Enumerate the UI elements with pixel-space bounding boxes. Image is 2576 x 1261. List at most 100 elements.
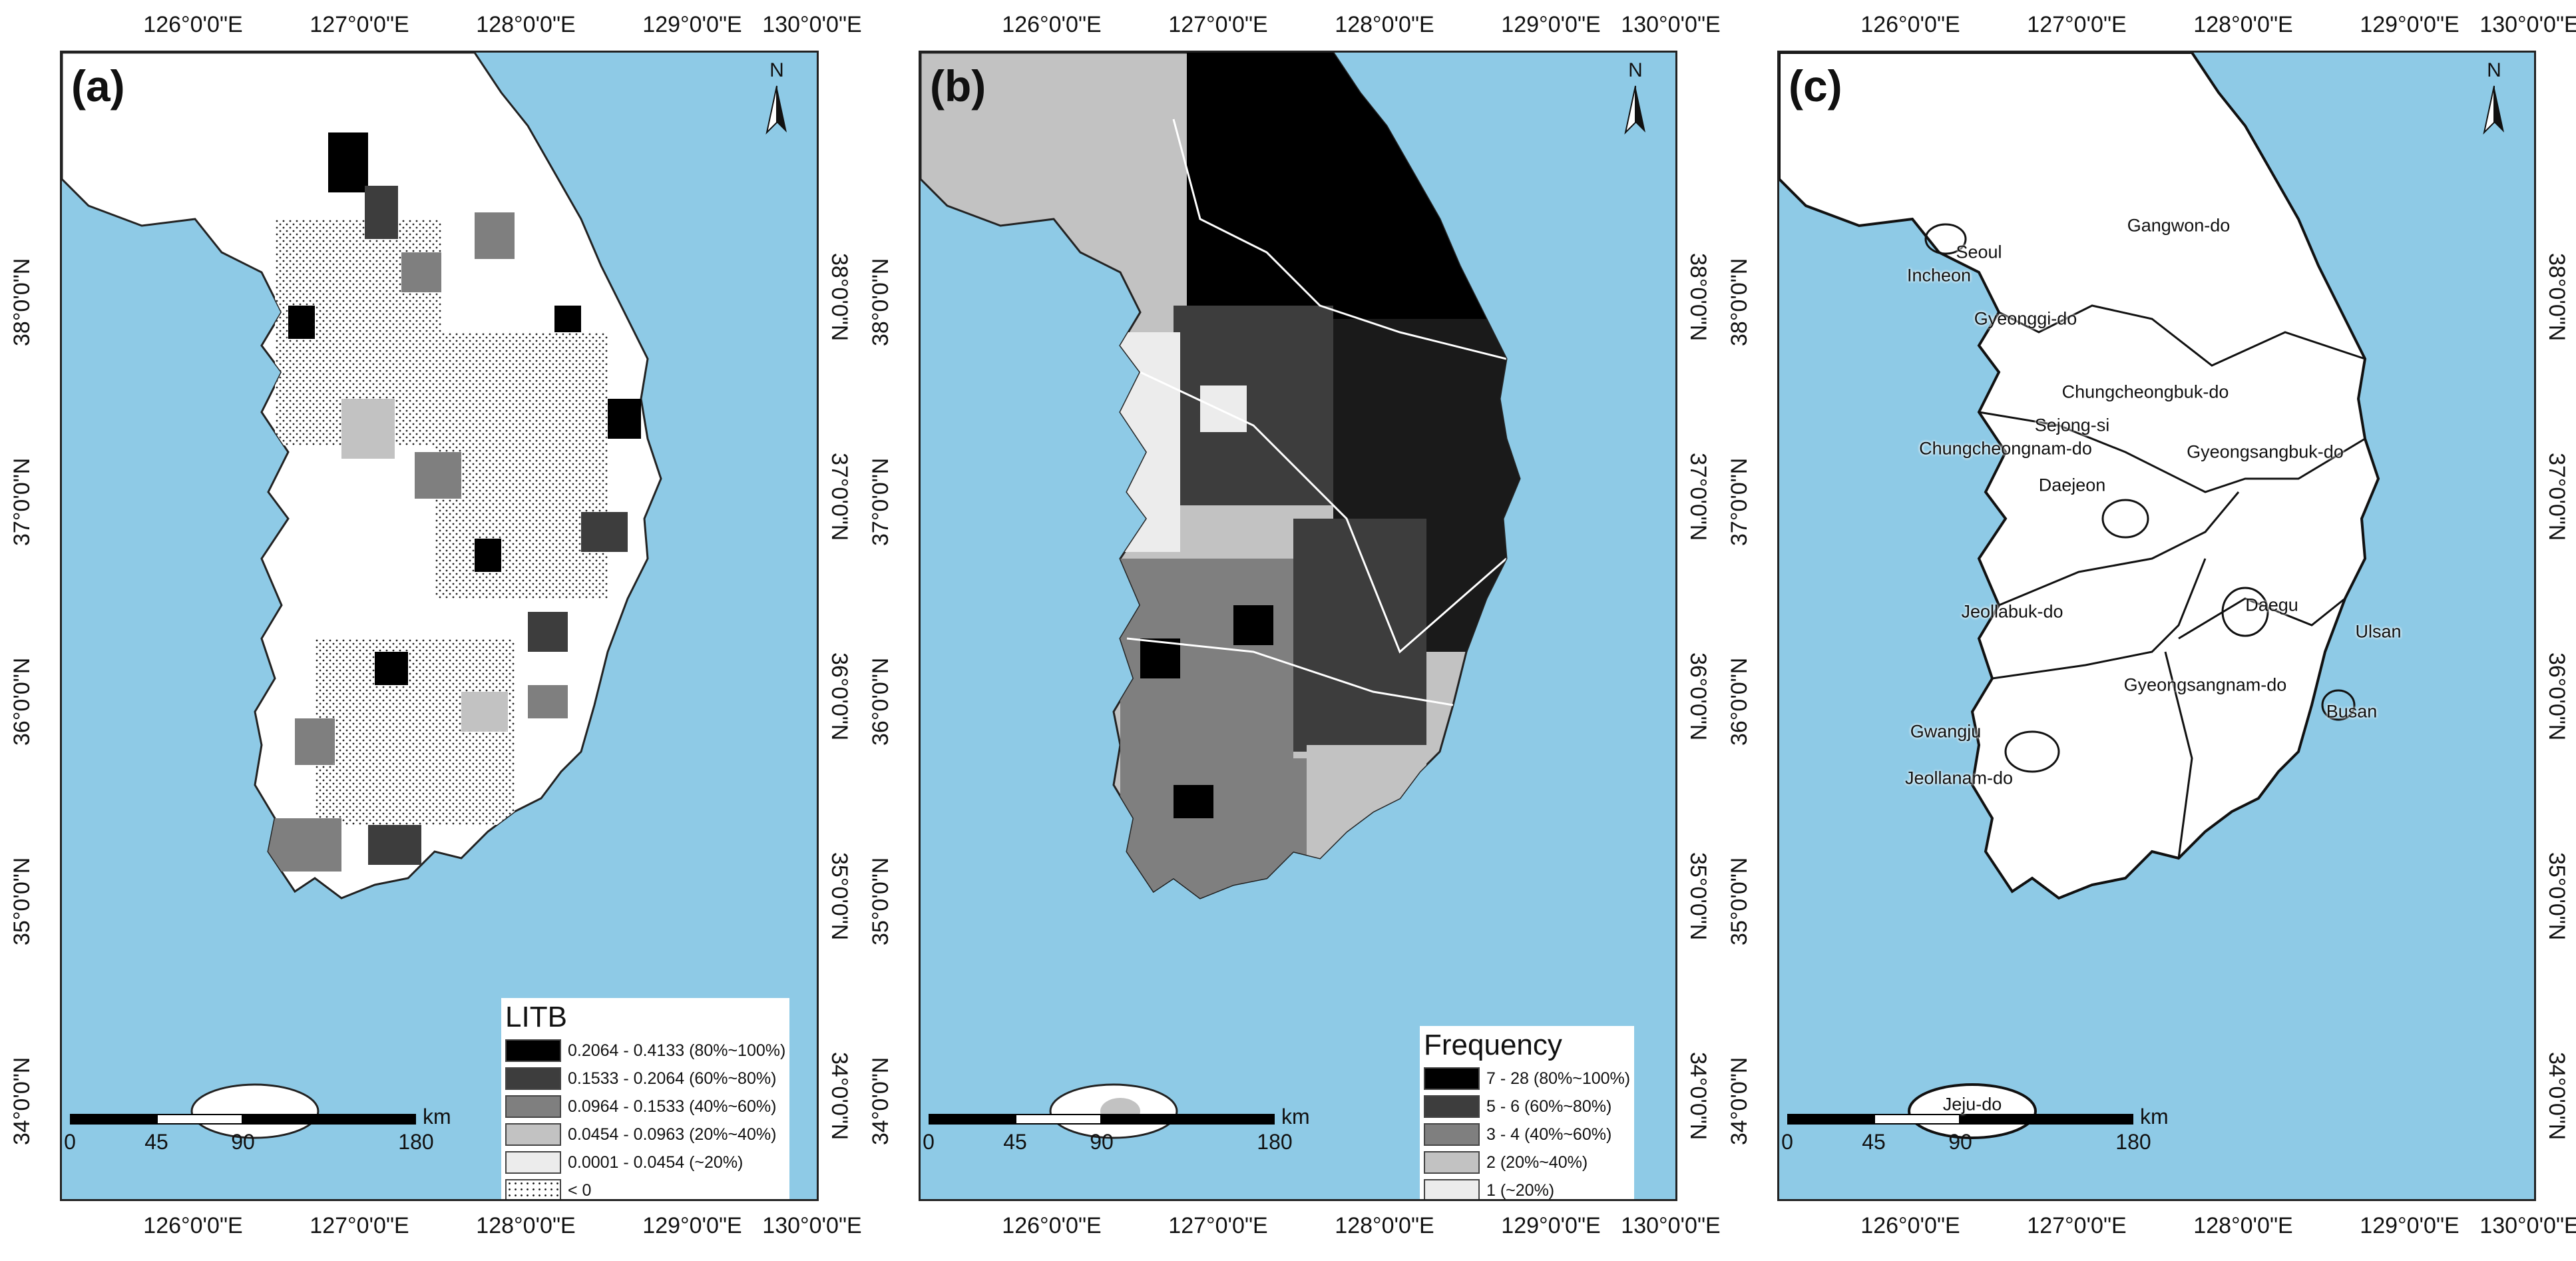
legend-swatch [505, 1067, 561, 1090]
jeju-island [190, 1083, 320, 1139]
scale-num: 180 [2115, 1130, 2151, 1154]
lon-tick-label: 127°0'0"E [1168, 1213, 1268, 1238]
region-label-incheon: Incheon [1906, 265, 1972, 286]
scale-num: 0 [1781, 1130, 1793, 1154]
region-label-gyeonggi: Gyeonggi-do [1974, 308, 2077, 329]
region-label-jeonnam: Jeollanam-do [1904, 768, 2014, 788]
scale-num: 45 [144, 1130, 168, 1154]
legend-a: LITB 0.2064 - 0.4133 (80%~100%) 0.1533 -… [501, 998, 790, 1199]
legend-label: 0.1533 - 0.2064 (60%~80%) [568, 1069, 777, 1088]
lon-tick-label: 127°0'0"E [310, 1213, 409, 1238]
north-label: N [769, 59, 784, 81]
panel-label-a: (a) [71, 61, 125, 111]
jeju-island [1908, 1083, 2037, 1139]
lon-tick-label: 127°0'0"E [2027, 1213, 2127, 1238]
lat-tick-label: 37°0'0"N [827, 453, 852, 541]
scale-unit: km [2140, 1105, 2169, 1129]
lon-tick-label: 127°0'0"E [1168, 12, 1268, 37]
legend-label: 0.0964 - 0.1533 (40%~60%) [568, 1097, 777, 1116]
lat-tick-label: 35°0'0"N [827, 852, 852, 941]
lat-tick-label: 38°0'0"N [827, 253, 852, 342]
legend-item: 1 (~20%) [1424, 1176, 1630, 1200]
scale-unit: km [423, 1105, 451, 1129]
scale-bar-a: km 0 45 90 180 [64, 1105, 451, 1160]
lat-tick-label: 35°0'0"N [1727, 857, 1752, 945]
lon-tick-label: 130°0'0"E [762, 1213, 862, 1238]
scale-num: 90 [1090, 1130, 1114, 1154]
lat-tick-label: 36°0'0"N [9, 657, 35, 746]
lat-tick-label: 34°0'0"N [868, 1057, 893, 1145]
lat-tick-label: 38°0'0"N [2544, 253, 2569, 342]
region-label-chungnam: Chungcheongnam-do [1919, 438, 2092, 459]
choropleth-a [222, 132, 641, 872]
legend-label: 0.2064 - 0.4133 (80%~100%) [568, 1041, 786, 1060]
lon-tick-label: 130°0'0"E [1621, 12, 1721, 37]
legend-b: Frequency 7 - 28 (80%~100%) 5 - 6 (60%~8… [1420, 1026, 1635, 1200]
legend-label: 7 - 28 (80%~100%) [1486, 1069, 1631, 1088]
panel-b: (b) N km 0 45 90 180 Frequency 7 - 28 (8… [859, 0, 1717, 1261]
map-frame-a: (a) N km 0 45 90 180 LITB 0.2064 - 0.413… [60, 51, 819, 1201]
lat-tick-label: 36°0'0"N [1727, 657, 1752, 746]
scale-num: 180 [398, 1130, 434, 1154]
lat-tick-label: 34°0'0"N [9, 1057, 35, 1145]
lon-tick-label: 129°0'0"E [642, 12, 742, 37]
panel-a: (a) N km 0 45 90 180 LITB 0.2064 - 0.413… [0, 0, 859, 1261]
scale-bar-c: km 0 45 90 180 [1781, 1105, 2169, 1160]
legend-item: 5 - 6 (60%~80%) [1424, 1093, 1630, 1121]
map-canvas-c [1779, 53, 2380, 1139]
legend-swatch [505, 1179, 561, 1199]
region-label-ulsan: Ulsan [2355, 621, 2402, 642]
lat-tick-label: 38°0'0"N [868, 258, 893, 346]
lat-tick-label: 37°0'0"N [2544, 453, 2569, 541]
lat-tick-label: 36°0'0"N [1685, 652, 1711, 741]
map-frame-b: (b) N km 0 45 90 180 Frequency 7 - 28 (8… [919, 51, 1677, 1201]
lat-tick-label: 37°0'0"N [868, 457, 893, 546]
panel-label-b: (b) [930, 61, 986, 111]
scale-num: 45 [1003, 1130, 1027, 1154]
lon-tick-label: 128°0'0"E [2193, 12, 2293, 37]
legend-swatch [505, 1039, 561, 1062]
region-label-gwangju: Gwangju [1910, 721, 1982, 742]
legend-swatch [1424, 1179, 1480, 1199]
lat-tick-label: 35°0'0"N [868, 857, 893, 945]
lon-tick-label: 126°0'0"E [1860, 1213, 1960, 1238]
legend-label: 1 (~20%) [1486, 1180, 1555, 1200]
legend-item: 0.0001 - 0.0454 (~20%) [505, 1148, 785, 1176]
legend-item: 2 (20%~40%) [1424, 1148, 1630, 1176]
scale-unit: km [1281, 1105, 1310, 1129]
scale-num: 0 [64, 1130, 76, 1154]
legend-swatch [1424, 1095, 1480, 1118]
lon-tick-label: 129°0'0"E [1501, 1213, 1601, 1238]
legend-swatch [1424, 1123, 1480, 1146]
legend-item: < 0 [505, 1176, 785, 1199]
legend-swatch [505, 1151, 561, 1174]
lon-tick-label: 128°0'0"E [1335, 12, 1434, 37]
scale-num: 45 [1862, 1130, 1886, 1154]
north-arrow-icon: N [757, 59, 797, 146]
region-label-gangwon: Gangwon-do [2127, 215, 2231, 236]
region-label-gyeongbuk: Gyeongsangbuk-do [2187, 441, 2344, 462]
lat-tick-label: 36°0'0"N [868, 657, 893, 746]
panel-c: (c) N km 0 45 90 180 Gangwon-do Seoul In… [1717, 0, 2576, 1261]
region-label-daejeon: Daejeon [2038, 475, 2106, 495]
lon-tick-label: 129°0'0"E [2360, 1213, 2460, 1238]
lon-tick-label: 126°0'0"E [143, 1213, 243, 1238]
province-boundaries [1924, 223, 2366, 859]
lat-tick-label: 36°0'0"N [827, 652, 852, 741]
lat-tick-label: 37°0'0"N [1685, 453, 1711, 541]
lon-tick-label: 130°0'0"E [2479, 12, 2576, 37]
legend-item: 0.2064 - 0.4133 (80%~100%) [505, 1037, 785, 1065]
region-label-gyeongnam: Gyeongsangnam-do [2123, 674, 2287, 695]
region-label-chungbuk: Chungcheongbuk-do [2061, 381, 2229, 402]
lon-tick-label: 130°0'0"E [762, 12, 862, 37]
legend-swatch [1424, 1067, 1480, 1090]
lat-tick-label: 37°0'0"N [1727, 457, 1752, 546]
lat-tick-label: 38°0'0"N [1727, 258, 1752, 346]
scale-num: 180 [1257, 1130, 1293, 1154]
lon-tick-label: 126°0'0"E [1860, 12, 1960, 37]
legend-item: 0.0964 - 0.1533 (40%~60%) [505, 1093, 785, 1121]
region-label-busan: Busan [2326, 701, 2378, 722]
lon-tick-label: 129°0'0"E [1501, 12, 1601, 37]
lat-tick-label: 38°0'0"N [9, 258, 35, 346]
lon-tick-label: 130°0'0"E [1621, 1213, 1721, 1238]
